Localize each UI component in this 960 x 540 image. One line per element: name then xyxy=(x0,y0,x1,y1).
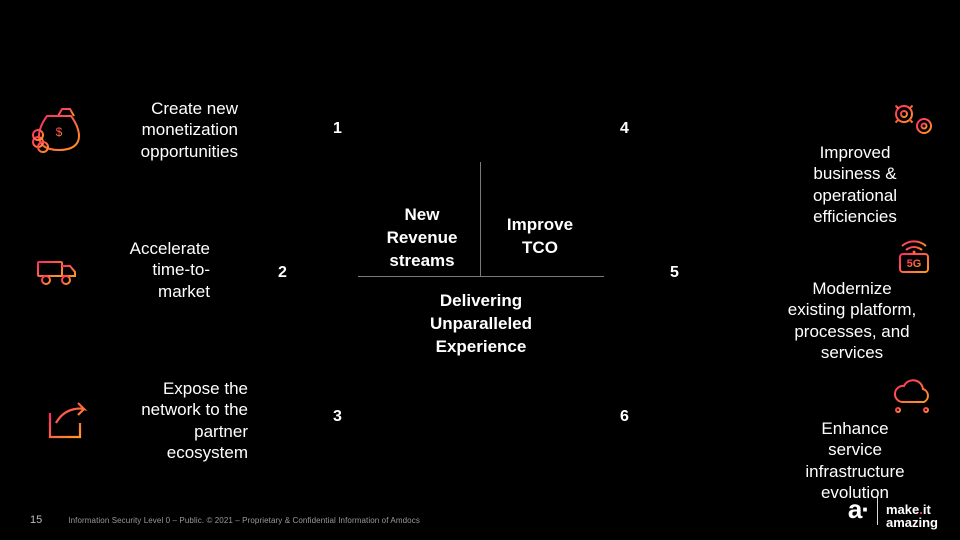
item-3-label: Expose the network to the partner ecosys… xyxy=(108,378,248,463)
number-2: 2 xyxy=(278,264,287,282)
share-icon xyxy=(38,393,94,449)
center-bottom-label: Delivering Unparalleled Experience xyxy=(396,290,566,359)
logo-separator xyxy=(877,495,878,525)
item-5-label: Modernize existing platform, processes, … xyxy=(788,278,917,363)
number-5: 5 xyxy=(670,264,679,282)
item-1-label: Create new monetization opportunities xyxy=(98,98,238,162)
center-top-right-label: Improve TCO xyxy=(490,214,590,260)
number-6: 6 xyxy=(620,408,629,426)
item-3: Expose the network to the partner ecosys… xyxy=(38,378,248,463)
gears-icon xyxy=(884,92,940,148)
item-4-label: Improved business & operational efficien… xyxy=(813,142,897,227)
item-1: $ Create new monetization opportunities xyxy=(28,98,238,162)
page-number: 15 xyxy=(30,514,42,526)
svg-text:5G: 5G xyxy=(907,258,922,270)
item-4: Improved business & operational efficien… xyxy=(770,92,940,227)
item-5: 5G Modernize existing platform, processe… xyxy=(762,228,942,363)
disclaimer: Information Security Level 0 – Public. ©… xyxy=(68,516,420,525)
footer: 15 Information Security Level 0 – Public… xyxy=(30,514,420,526)
fast-truck-icon xyxy=(20,242,76,298)
5g-icon: 5G xyxy=(886,228,942,284)
center-top-left-label: New Revenue streams xyxy=(368,204,476,273)
center-horizontal-divider xyxy=(358,276,604,277)
svg-text:$: $ xyxy=(56,125,63,139)
cloud-icon xyxy=(884,368,940,424)
brand-logo: a· make.itamazing xyxy=(848,489,938,530)
center-vertical-divider xyxy=(480,162,481,276)
number-4: 4 xyxy=(620,120,629,138)
logo-mark: a· xyxy=(848,494,869,525)
item-2: Accelerate time-to- market xyxy=(20,238,210,302)
number-1: 1 xyxy=(333,120,342,138)
item-6: Enhance service infrastructure evolution xyxy=(770,368,940,503)
money-bag-icon: $ xyxy=(28,102,84,158)
item-2-label: Accelerate time-to- market xyxy=(90,238,210,302)
logo-tagline: make.itamazing xyxy=(886,489,938,530)
number-3: 3 xyxy=(333,408,342,426)
